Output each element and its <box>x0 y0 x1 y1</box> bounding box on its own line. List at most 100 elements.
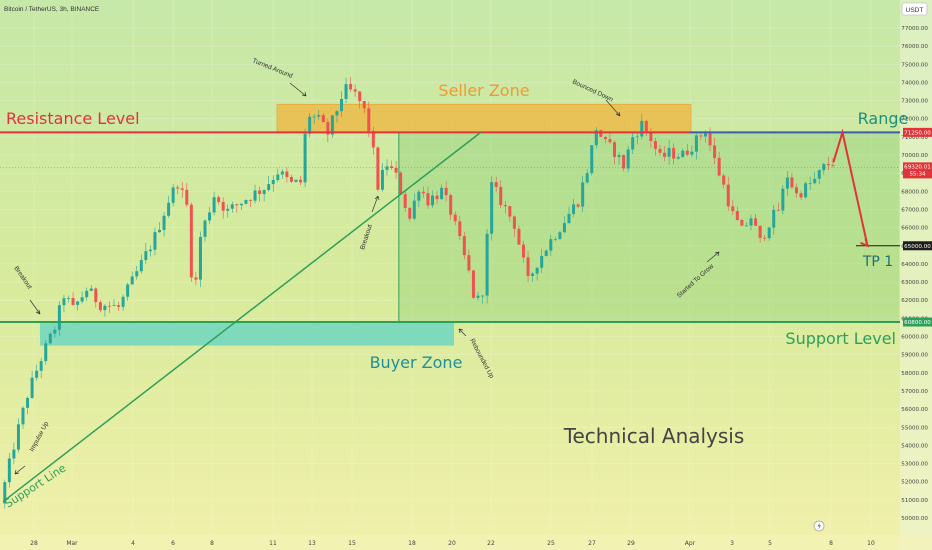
price-tick-label: 63000.00 <box>901 280 928 286</box>
candle <box>35 364 39 381</box>
price-tick-label: 58000.00 <box>901 371 928 377</box>
candle <box>594 127 598 149</box>
price-tick-label: 53000.00 <box>901 462 928 468</box>
buyer-zone-label: Buyer Zone <box>370 353 463 372</box>
candle <box>126 282 130 302</box>
price-tick-label: 73000.00 <box>901 99 928 105</box>
time-tick-label: 29 <box>627 540 635 547</box>
candle <box>699 133 703 141</box>
candle <box>781 185 785 215</box>
candle <box>681 148 685 158</box>
candle <box>358 90 362 109</box>
candle <box>435 190 439 204</box>
candle <box>626 145 630 173</box>
price-tick-label: 57000.00 <box>901 389 928 395</box>
candle <box>767 226 771 241</box>
resistance-level-label: Resistance Level <box>6 109 140 128</box>
candle <box>62 294 66 313</box>
candle <box>517 225 521 246</box>
candle <box>440 184 444 200</box>
price-tick-label: 71000.00 <box>901 135 928 141</box>
candle <box>362 100 366 114</box>
candle <box>112 299 116 307</box>
price-tick-label: 51000.00 <box>901 498 928 504</box>
candle <box>590 145 594 176</box>
candle <box>121 294 125 311</box>
tp-price-text: 65000.00 <box>904 244 931 250</box>
projection-path <box>832 128 869 246</box>
candle <box>353 84 357 97</box>
candle <box>526 250 530 283</box>
candle <box>408 207 412 222</box>
candle <box>139 254 143 274</box>
time-tick-label: 18 <box>408 540 416 547</box>
time-tick-label: 28 <box>30 540 38 547</box>
candle <box>744 222 748 227</box>
candle <box>758 225 762 243</box>
support-price-text: 60800.00 <box>904 320 931 326</box>
tp-price-badge: 65000.00 <box>903 241 932 251</box>
countdown-text: 55:34 <box>909 171 926 177</box>
candle <box>208 206 212 225</box>
candle <box>217 195 221 205</box>
support-price-badge: 60800.00 <box>903 317 932 327</box>
candle <box>226 204 230 218</box>
candle <box>731 199 735 215</box>
price-tick-label: 70000.00 <box>901 153 928 159</box>
seller-zone-box <box>276 103 692 133</box>
candle <box>576 203 580 209</box>
candle <box>685 143 689 157</box>
candle <box>3 479 7 509</box>
candle <box>622 154 626 172</box>
candle <box>235 203 239 213</box>
candle <box>635 131 639 145</box>
candle <box>80 291 84 304</box>
price-axis: 50000.00 51000.00 52000.00 53000.00 54000.00… <box>900 0 932 550</box>
candle <box>826 156 830 171</box>
candle <box>658 144 662 156</box>
current-price-badge: 69320.01 55:34 <box>903 162 932 179</box>
currency-badge[interactable]: USDT <box>901 2 928 16</box>
candle <box>26 396 30 415</box>
time-tick-label: Mar <box>66 540 78 547</box>
symbol-header: Bitcoin / TetherUS, 3h, BINANCE <box>4 6 100 13</box>
candle <box>717 151 721 177</box>
candle <box>795 183 798 198</box>
candle <box>280 169 284 179</box>
candle <box>608 132 612 144</box>
price-tick-label: 66000.00 <box>901 226 928 232</box>
candle <box>71 292 75 306</box>
candle <box>708 127 712 151</box>
candle <box>749 214 753 231</box>
candle <box>380 163 384 192</box>
candle <box>649 127 653 148</box>
candle <box>535 267 539 281</box>
candle <box>603 136 607 144</box>
price-tick-label: 64000.00 <box>901 262 928 268</box>
candle <box>76 300 80 311</box>
candle <box>39 358 43 379</box>
candle <box>494 176 498 193</box>
candle <box>676 153 680 160</box>
candle <box>57 301 61 336</box>
candle <box>153 227 157 256</box>
time-tick-label: 13 <box>308 540 316 547</box>
price-tick-label: 50000.00 <box>901 516 928 522</box>
candle <box>7 452 11 488</box>
candle <box>471 270 475 300</box>
candle <box>335 109 339 123</box>
price-tick-label: 67000.00 <box>901 207 928 213</box>
candle <box>85 287 89 301</box>
candle <box>412 193 416 221</box>
candle <box>808 176 812 191</box>
lightning-icon[interactable] <box>813 520 825 532</box>
candle <box>772 205 776 235</box>
candle <box>289 174 293 183</box>
candle <box>631 131 635 154</box>
candle <box>376 146 380 192</box>
candle <box>262 189 266 202</box>
candle <box>617 152 621 165</box>
candle <box>544 249 548 257</box>
